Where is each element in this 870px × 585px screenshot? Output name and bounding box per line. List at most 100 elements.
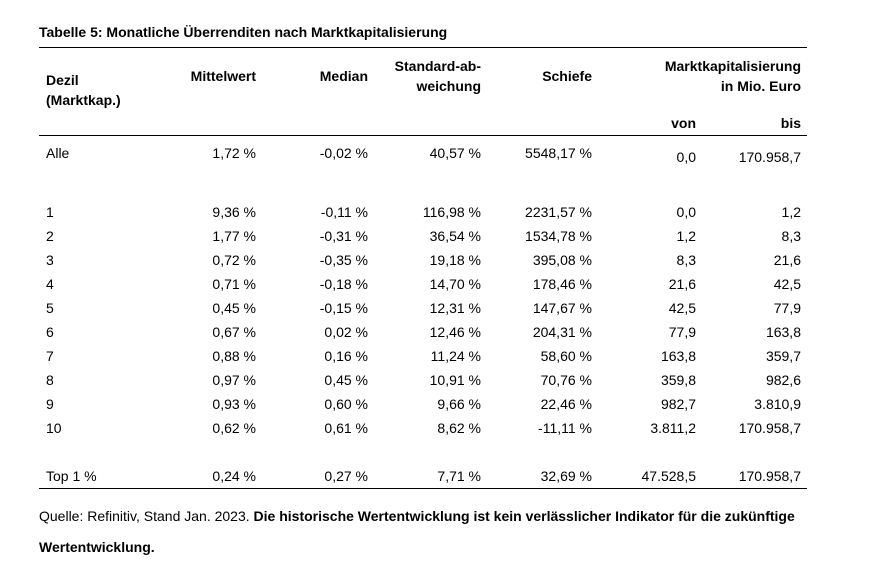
cell-bis: 170.958,7 — [738, 149, 801, 165]
cell-mittelwert: 0,62 % — [212, 420, 256, 436]
cell-mittelwert: 0,24 % — [212, 468, 256, 484]
cell-dezil: 2 — [46, 228, 54, 244]
cell-median: -0,31 % — [319, 228, 368, 244]
cell-std: 12,31 % — [429, 300, 481, 316]
cell-von: 42,5 — [668, 300, 696, 316]
cell-mittelwert: 1,77 % — [212, 228, 256, 244]
cell-dezil: 5 — [46, 300, 54, 316]
cell-von: 47.528,5 — [641, 468, 697, 484]
cell-dezil: Alle — [46, 145, 70, 161]
cell-bis: 3.810,9 — [754, 396, 801, 412]
cell-median: 0,60 % — [324, 396, 368, 412]
header-std-line2: weichung — [416, 78, 481, 94]
header-std-line1: Standard-ab- — [394, 58, 481, 74]
cell-dezil: 4 — [46, 276, 54, 292]
cell-bis: 163,8 — [765, 324, 801, 340]
cell-schiefe: 1534,78 % — [525, 228, 592, 244]
cell-schiefe: 70,76 % — [540, 372, 592, 388]
cell-mittelwert: 1,72 % — [212, 145, 256, 161]
table-title: Tabelle 5: Monatliche Überrenditen nach … — [39, 24, 448, 40]
cell-median: 0,16 % — [324, 348, 368, 364]
top-rule — [39, 47, 807, 48]
cell-std: 14,70 % — [429, 276, 481, 292]
cell-median: -0,02 % — [319, 145, 368, 161]
cell-dezil: Top 1 % — [46, 468, 97, 484]
cell-std: 7,71 % — [437, 468, 481, 484]
cell-schiefe: 147,67 % — [532, 300, 592, 316]
cell-median: -0,11 % — [320, 204, 368, 220]
bottom-rule — [39, 488, 807, 489]
cell-von: 1,2 — [676, 228, 696, 244]
cell-dezil: 3 — [46, 252, 54, 268]
cell-von: 359,8 — [660, 372, 696, 388]
cell-std: 116,98 % — [422, 204, 481, 220]
cell-mittelwert: 0,72 % — [212, 252, 256, 268]
cell-bis: 77,9 — [773, 300, 801, 316]
cell-std: 11,24 % — [430, 348, 481, 364]
cell-schiefe: 32,69 % — [540, 468, 592, 484]
cell-median: 0,02 % — [324, 324, 368, 340]
cell-std: 36,54 % — [429, 228, 481, 244]
cell-schiefe: 2231,57 % — [525, 204, 592, 220]
cell-std: 8,62 % — [437, 420, 481, 436]
cell-dezil: 1 — [46, 204, 54, 220]
cell-schiefe: 5548,17 % — [525, 145, 592, 161]
header-dezil-line1: Dezil — [46, 72, 79, 88]
cell-dezil: 10 — [46, 420, 62, 436]
cell-schiefe: 22,46 % — [540, 396, 592, 412]
cell-von: 0,0 — [676, 149, 696, 165]
footer-source: Quelle: Refinitiv, Stand Jan. 2023. — [39, 508, 254, 524]
cell-median: -0,35 % — [319, 252, 368, 268]
header-schiefe: Schiefe — [542, 68, 592, 84]
cell-dezil: 7 — [46, 348, 54, 364]
cell-std: 10,91 % — [429, 372, 481, 388]
cell-bis: 21,6 — [773, 252, 801, 268]
cell-std: 40,57 % — [429, 145, 481, 161]
cell-median: -0,15 % — [319, 300, 368, 316]
header-mittelwert: Mittelwert — [190, 68, 256, 84]
header-dezil-line2: (Marktkap.) — [46, 92, 121, 108]
cell-schiefe: 178,46 % — [532, 276, 592, 292]
cell-von: 982,7 — [660, 396, 696, 412]
cell-mittelwert: 0,93 % — [212, 396, 256, 412]
cell-mittelwert: 0,97 % — [212, 372, 256, 388]
cell-schiefe: -11,11 % — [538, 420, 592, 436]
header-mkap-line1: Marktkapitalisierung — [664, 58, 801, 74]
cell-median: 0,61 % — [324, 420, 368, 436]
cell-median: 0,45 % — [324, 372, 368, 388]
cell-von: 77,9 — [668, 324, 696, 340]
cell-dezil: 9 — [46, 396, 54, 412]
header-marktkapitalisierung: Marktkapitalisierung in Mio. Euro — [665, 56, 801, 96]
cell-von: 163,8 — [660, 348, 696, 364]
cell-std: 19,18 % — [429, 252, 481, 268]
cell-schiefe: 204,31 % — [532, 324, 592, 340]
cell-bis: 170.958,7 — [738, 420, 801, 436]
footer-disclaimer: Die historische Wertentwicklung ist kein… — [39, 508, 795, 555]
cell-schiefe: 58,60 % — [540, 348, 592, 364]
header-rule — [39, 135, 807, 136]
cell-mittelwert: 9,36 % — [212, 204, 256, 220]
cell-von: 21,6 — [668, 276, 696, 292]
header-median: Median — [319, 68, 368, 84]
cell-mittelwert: 0,88 % — [212, 348, 256, 364]
header-von: von — [671, 115, 696, 131]
cell-mittelwert: 0,67 % — [212, 324, 256, 340]
cell-schiefe: 395,08 % — [532, 252, 592, 268]
cell-std: 12,46 % — [429, 324, 481, 340]
header-dezil: Dezil (Marktkap.) — [46, 70, 121, 110]
cell-bis: 8,3 — [781, 228, 801, 244]
cell-mittelwert: 0,71 % — [212, 276, 256, 292]
cell-median: 0,27 % — [324, 468, 368, 484]
cell-bis: 359,7 — [765, 348, 801, 364]
cell-dezil: 6 — [46, 324, 54, 340]
cell-median: -0,18 % — [319, 276, 368, 292]
cell-bis: 42,5 — [773, 276, 801, 292]
cell-bis: 170.958,7 — [738, 468, 801, 484]
cell-von: 3.811,2 — [650, 420, 696, 436]
header-standardabweichung: Standard-ab- weichung — [395, 56, 481, 96]
cell-bis: 982,6 — [765, 372, 801, 388]
footer-note: Quelle: Refinitiv, Stand Jan. 2023. Die … — [39, 501, 809, 563]
cell-bis: 1,2 — [781, 204, 801, 220]
cell-std: 9,66 % — [437, 396, 481, 412]
cell-von: 8,3 — [676, 252, 696, 268]
